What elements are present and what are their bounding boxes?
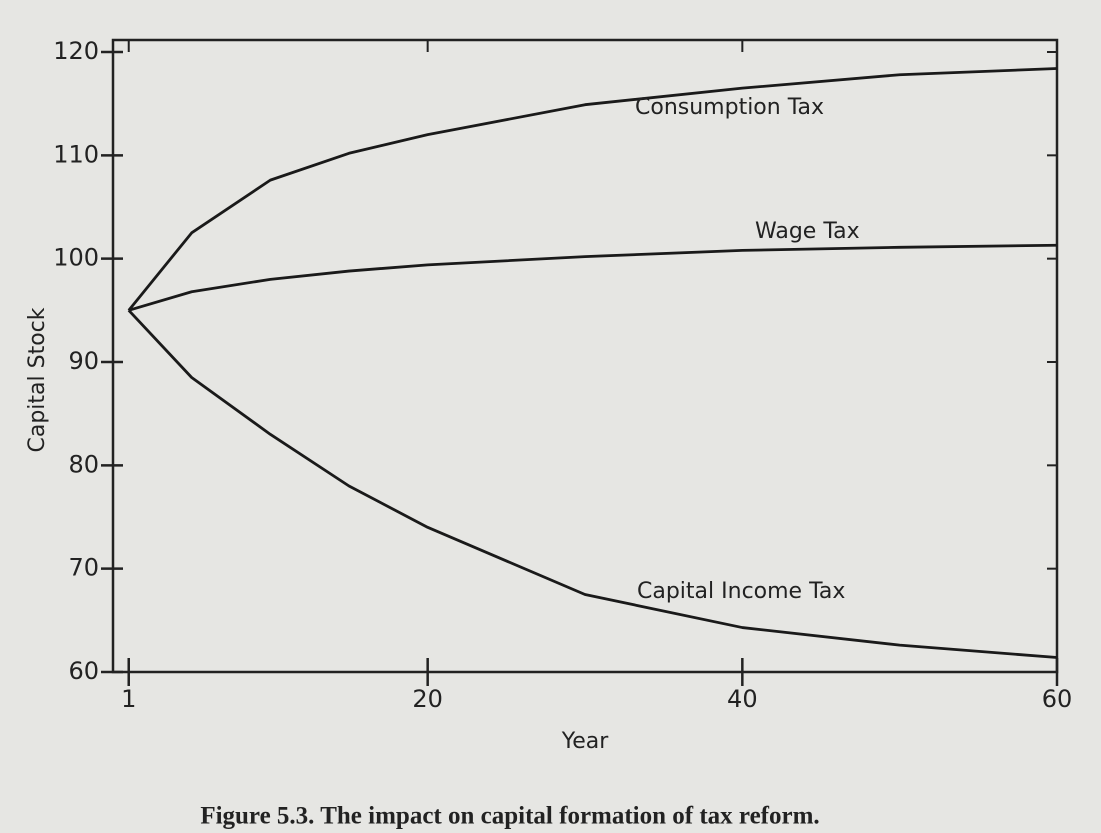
- y-tick-label: 80: [68, 450, 99, 478]
- series-line: [127, 67, 1058, 312]
- x-tick-label: 20: [412, 685, 443, 713]
- caption: Figure 5.3. The impact on capital format…: [200, 803, 819, 830]
- y-tick-label: 120: [53, 37, 99, 65]
- series-label: Consumption Tax: [635, 95, 824, 120]
- series-line: [128, 243, 1058, 312]
- series-label: Capital Income Tax: [637, 579, 845, 604]
- y-tick-label: 90: [68, 347, 99, 375]
- plot-frame: [111, 38, 1059, 674]
- y-tick-label: 70: [68, 554, 99, 582]
- series-line: [127, 309, 1058, 659]
- y-tick-label: 110: [53, 140, 99, 168]
- y-tick-label: 100: [53, 244, 99, 272]
- x-tick-label: 40: [727, 685, 758, 713]
- series-label: Wage Tax: [755, 219, 860, 244]
- x-tick-label: 1: [121, 685, 136, 713]
- y-tick-label: 60: [68, 657, 99, 685]
- x-tick-label: 60: [1042, 685, 1073, 713]
- y-axis-label: Capital Stock: [25, 307, 50, 452]
- x-axis-label: Year: [561, 729, 610, 754]
